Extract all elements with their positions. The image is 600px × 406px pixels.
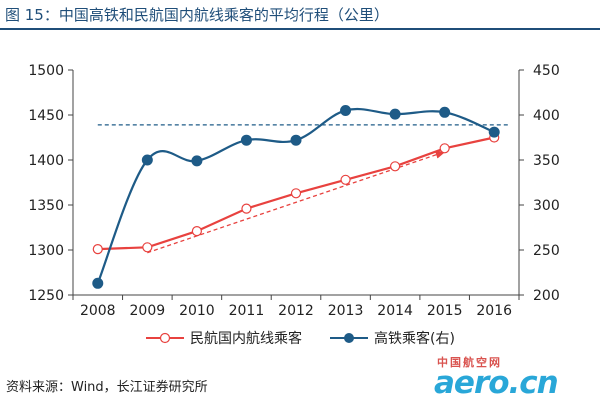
title-underline bbox=[0, 28, 600, 30]
watermark-en: aero.cn bbox=[434, 365, 559, 401]
legend-label-2: 高铁乘客(右) bbox=[374, 330, 455, 347]
y-left-tick-label: 1450 bbox=[28, 108, 64, 124]
x-tick-label: 2016 bbox=[476, 303, 512, 319]
y-left-tick-label: 1300 bbox=[28, 243, 64, 259]
legend-swatch-marker-1 bbox=[159, 332, 171, 344]
series-1-point bbox=[390, 161, 401, 172]
series-2-point bbox=[92, 277, 104, 289]
series-1-point bbox=[142, 242, 153, 253]
y-right-tick-label: 250 bbox=[533, 243, 560, 259]
series-2-point bbox=[141, 154, 153, 166]
x-tick-label: 2008 bbox=[80, 303, 116, 319]
x-tick-label: 2009 bbox=[130, 303, 166, 319]
x-tick-label: 2014 bbox=[377, 303, 413, 319]
series-1-point bbox=[241, 203, 252, 214]
series-2-point bbox=[389, 108, 401, 120]
watermark-cn: 中国航空网 bbox=[437, 356, 502, 369]
series-2-point bbox=[191, 155, 203, 167]
y-left-tick-label: 1500 bbox=[28, 63, 64, 79]
x-tick-label: 2015 bbox=[427, 303, 463, 319]
line-chart: 1500 1450 1400 1350 1300 1250 450 400 350 300 250 2… bbox=[28, 63, 560, 347]
y-right-tick-label: 400 bbox=[533, 108, 560, 124]
figure-title: 图 15：中国高铁和民航国内航线乘客的平均行程（公里） bbox=[5, 6, 389, 24]
series-1-point bbox=[340, 174, 351, 185]
x-tick-label: 2012 bbox=[278, 303, 314, 319]
y-right-tick-label: 200 bbox=[533, 288, 560, 304]
x-tick-label: 2010 bbox=[179, 303, 215, 319]
x-tick-label: 2011 bbox=[229, 303, 265, 319]
y-left-tick-label: 1350 bbox=[28, 198, 64, 214]
series-1-point bbox=[290, 188, 302, 199]
y-right-tick-label: 300 bbox=[533, 198, 560, 214]
legend-label-1: 民航国内航线乘客 bbox=[190, 330, 302, 347]
series-2-point bbox=[240, 134, 252, 146]
y-right-tick-label: 350 bbox=[533, 153, 560, 169]
series-1-point bbox=[92, 244, 103, 255]
series-1-point bbox=[439, 143, 450, 154]
series-2-point bbox=[439, 106, 451, 118]
series-2-point bbox=[290, 134, 302, 146]
source-note: 资料来源：Wind，长江证券研究所 bbox=[6, 380, 208, 395]
y-right-tick-label: 450 bbox=[533, 63, 560, 79]
series-1-point bbox=[191, 226, 202, 237]
series-2-point bbox=[488, 126, 500, 138]
series-2-point bbox=[340, 105, 352, 116]
y-left-tick-label: 1400 bbox=[28, 153, 64, 169]
legend-swatch-marker-2 bbox=[344, 333, 354, 343]
watermark-logo: 中国航空网 aero.cn bbox=[432, 352, 600, 406]
x-tick-label: 2013 bbox=[328, 303, 364, 319]
y-left-tick-label: 1250 bbox=[28, 288, 64, 304]
